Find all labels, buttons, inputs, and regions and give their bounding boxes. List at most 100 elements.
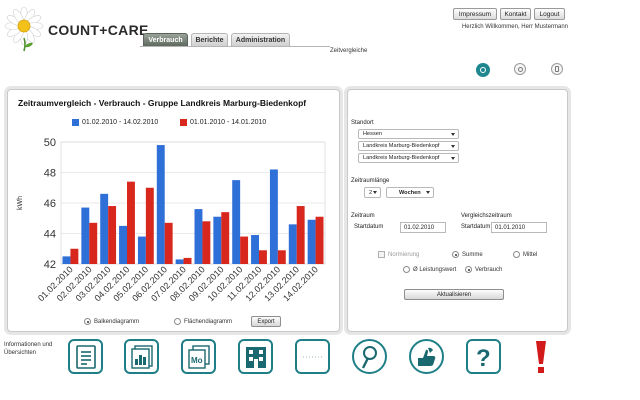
flaechen-label: Flächendiagramm: [184, 318, 233, 325]
view-three-icon[interactable]: [551, 63, 563, 75]
leistungswert-option[interactable]: Ø Leistungswert: [403, 266, 456, 273]
bar-blue: [175, 259, 184, 264]
y-axis-label: kWh: [17, 196, 24, 210]
balken-option[interactable]: Balkendiagramm: [84, 318, 139, 325]
chevron-down-icon: [451, 157, 455, 160]
chevron-down-icon: [373, 191, 377, 194]
zeitraum-unit-select[interactable]: Wochen: [386, 187, 434, 198]
startdatum-input[interactable]: 01.02.2010: [400, 222, 446, 233]
chevron-down-icon: [451, 133, 455, 136]
mittel-radio[interactable]: [513, 251, 520, 258]
bar-blue: [137, 236, 146, 264]
zeitraum-number-select[interactable]: 2: [364, 187, 381, 198]
bar-blue: [119, 225, 127, 264]
daisy-logo-icon: [4, 6, 44, 52]
bar-red: [127, 181, 135, 264]
verbrauch-radio[interactable]: [465, 266, 472, 273]
bar-blue: [100, 193, 109, 264]
document-icon[interactable]: [68, 339, 103, 374]
svg-text:Mo: Mo: [191, 356, 203, 365]
bar-blue: [194, 209, 203, 264]
standort-label: Standort: [351, 120, 374, 126]
building-icon[interactable]: [238, 339, 273, 374]
logout-button[interactable]: Logout: [534, 8, 565, 20]
bar-red: [108, 206, 117, 264]
blank-panel-icon[interactable]: [295, 339, 330, 374]
help-icon[interactable]: ?: [466, 339, 501, 374]
chevron-down-icon: [451, 145, 455, 148]
export-button[interactable]: Export: [251, 316, 281, 327]
chart-panel: Zeitraumvergleich - Verbrauch - Gruppe L…: [7, 89, 340, 332]
bar-red: [70, 248, 79, 264]
tab-underline: [140, 46, 330, 47]
chart-title: Zeitraumvergleich - Verbrauch - Gruppe L…: [18, 98, 307, 108]
bar-blue: [156, 145, 165, 264]
svg-text:?: ?: [476, 345, 491, 370]
chevron-down-icon: [426, 191, 430, 194]
bar-red: [89, 222, 98, 264]
normierung-label: Normierung: [388, 251, 420, 258]
bar-blue: [213, 216, 222, 264]
zeitraum-label: Zeitraum: [351, 213, 375, 219]
vergleich-start-label: Startdatum: [461, 224, 491, 230]
vergleich-start-input[interactable]: 01.01.2010: [491, 222, 547, 233]
chart-report-icon[interactable]: [124, 339, 159, 374]
bar-blue: [307, 219, 316, 264]
standort-select-2-value: Landkreis Marburg-Biedenkopf: [363, 143, 440, 149]
bar-blue: [288, 224, 297, 264]
legend-label-2: 01.01.2010 - 14.01.2010: [190, 119, 267, 126]
map-pin-icon[interactable]: [352, 339, 387, 374]
bar-red: [202, 221, 211, 264]
welcome-text: Herzlich Willkommen, Herr Mustermann: [461, 24, 568, 30]
tab-verbrauch[interactable]: Verbrauch: [143, 33, 188, 46]
bar-blue: [81, 207, 90, 264]
y-tick-label: 46: [44, 198, 56, 210]
bar-red: [145, 187, 154, 264]
bar-red: [259, 250, 267, 264]
bar-red: [221, 212, 230, 264]
leistungswert-radio[interactable]: [403, 266, 410, 273]
zeitraum-unit-value: Wochen: [399, 189, 421, 196]
zeitraum-number-value: 2: [369, 189, 373, 196]
alert-icon[interactable]: [527, 339, 555, 374]
aktualisieren-button[interactable]: Aktualisieren: [404, 289, 504, 300]
flaechen-radio[interactable]: [174, 318, 181, 325]
legend-series-1: 01.02.2010 - 14.02.2010: [72, 119, 158, 126]
verbrauch-label: Verbrauch: [475, 266, 503, 273]
kontakt-button[interactable]: Kontakt: [500, 8, 531, 20]
bar-red: [296, 206, 305, 264]
logo-text: COUNT+CARE: [48, 22, 149, 38]
tab-administration[interactable]: Administration: [231, 33, 290, 46]
thumbs-icon[interactable]: [409, 339, 444, 374]
bar-chart: 4244464850kWh01.02.201002.02.201003.02.2…: [17, 137, 326, 303]
verbrauch-option[interactable]: Verbrauch: [465, 266, 502, 273]
standort-select-2[interactable]: Landkreis Marburg-Biedenkopf: [358, 141, 459, 151]
balken-radio[interactable]: [84, 318, 91, 325]
impressum-button[interactable]: Impressum: [453, 8, 497, 20]
filter-panel: Standort Hessen Landkreis Marburg-Bieden…: [347, 89, 568, 332]
summe-option[interactable]: Summe: [452, 251, 483, 258]
bar-red: [164, 222, 173, 264]
legend-swatch-red: [180, 119, 187, 126]
standort-select-1-value: Hessen: [363, 131, 382, 137]
bar-red: [183, 257, 192, 264]
mittel-option[interactable]: Mittel: [513, 251, 537, 258]
standort-select-1[interactable]: Hessen: [358, 129, 459, 139]
normierung-option[interactable]: Normierung: [378, 251, 419, 258]
flaechen-option[interactable]: Flächendiagramm: [174, 318, 232, 325]
view-one-icon[interactable]: [476, 63, 490, 77]
tab-berichte[interactable]: Berichte: [191, 33, 228, 46]
y-tick-label: 50: [44, 137, 56, 149]
bar-blue: [251, 235, 259, 264]
summe-radio[interactable]: [452, 251, 459, 258]
mo-calendar-icon[interactable]: Mo: [181, 339, 216, 374]
vergleich-label: Vergleichszeitraum: [461, 213, 512, 219]
balken-label: Balkendiagramm: [94, 318, 140, 325]
bar-blue: [269, 169, 278, 264]
normierung-checkbox[interactable]: [378, 251, 385, 258]
view-two-icon[interactable]: [514, 63, 526, 75]
legend-series-2: 01.01.2010 - 14.01.2010: [180, 119, 266, 126]
standort-select-3[interactable]: Landkreis Marburg-Biedenkopf: [358, 153, 459, 163]
legend-label-1: 01.02.2010 - 14.02.2010: [82, 119, 159, 126]
